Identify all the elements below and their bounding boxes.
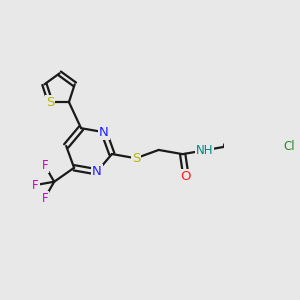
Text: N: N	[99, 126, 109, 139]
Text: F: F	[32, 178, 39, 191]
Text: S: S	[46, 96, 54, 109]
Text: Cl: Cl	[284, 140, 295, 153]
Text: F: F	[41, 191, 48, 205]
Text: N: N	[92, 165, 102, 178]
Text: S: S	[132, 152, 140, 165]
Text: O: O	[181, 170, 191, 183]
Text: F: F	[41, 159, 48, 172]
Text: NH: NH	[196, 144, 213, 157]
